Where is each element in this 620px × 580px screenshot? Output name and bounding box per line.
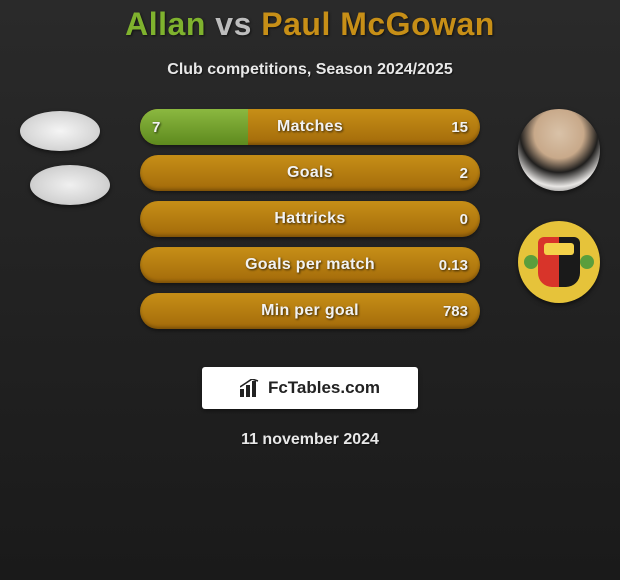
stat-value-right: 2 <box>460 155 468 191</box>
date-label: 11 november 2024 <box>0 431 620 449</box>
stat-label: Matches <box>140 109 480 145</box>
stat-value-right: 0.13 <box>439 247 468 283</box>
stat-label: Goals <box>140 155 480 191</box>
stat-label: Hattricks <box>140 201 480 237</box>
title-vs: vs <box>215 6 252 42</box>
stat-label: Min per goal <box>140 293 480 329</box>
comparison-widget: Allan vs Paul McGowan Club competitions,… <box>0 0 620 449</box>
stat-row: Matches7 15 <box>140 109 480 145</box>
title-player1: Allan <box>125 6 206 42</box>
player2-photo <box>518 109 600 191</box>
stat-row: Hattricks0 <box>140 201 480 237</box>
player1-avatar-placeholder-2 <box>30 165 110 205</box>
stat-row: Goals per match0.13 <box>140 247 480 283</box>
stat-value-right: 15 <box>451 109 468 145</box>
crest-thistle-left-icon <box>524 255 538 269</box>
stat-value-left: 7 <box>152 109 160 145</box>
stat-value-right: 783 <box>443 293 468 329</box>
branding-text: FcTables.com <box>268 378 380 398</box>
stat-bars: Matches7 15 Goals2 Hattricks0 Goals per matc… <box>140 109 480 339</box>
stat-label: Goals per match <box>140 247 480 283</box>
stat-row: Min per goal783 <box>140 293 480 329</box>
bar-chart-icon <box>240 379 262 397</box>
stats-stage: Matches7 15 Goals2 Hattricks0 Goals per matc… <box>0 109 620 349</box>
crest-thistle-right-icon <box>580 255 594 269</box>
title-player2: Paul McGowan <box>261 6 495 42</box>
player1-avatar-placeholder-1 <box>20 111 100 151</box>
title: Allan vs Paul McGowan <box>0 6 620 43</box>
subtitle: Club competitions, Season 2024/2025 <box>0 61 620 79</box>
stat-value-right: 0 <box>460 201 468 237</box>
stat-row: Goals2 <box>140 155 480 191</box>
player2-club-crest <box>518 221 600 303</box>
branding-badge[interactable]: FcTables.com <box>202 367 418 409</box>
crest-shield-icon <box>538 237 580 287</box>
